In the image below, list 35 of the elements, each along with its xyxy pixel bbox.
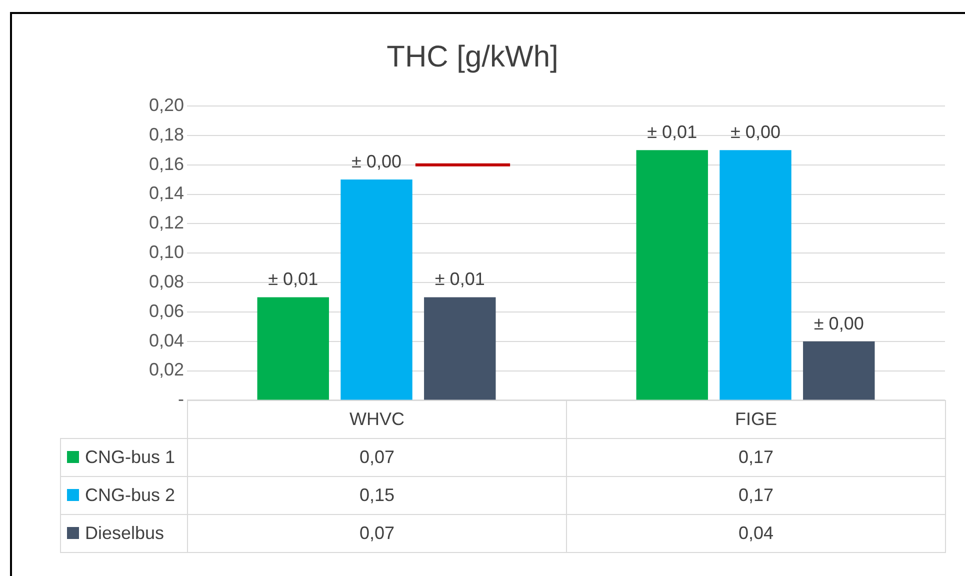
legend-label: Dieselbus <box>85 523 164 544</box>
data-label: 0,17 <box>566 476 946 515</box>
data-label: 0,07 <box>188 438 566 477</box>
annotation: ± 0,00 <box>730 122 780 142</box>
y-tick-label: - <box>178 389 184 410</box>
legend-label: CNG-bus 1 <box>85 447 176 468</box>
annotation: ± 0,00 <box>814 313 864 334</box>
annotation: ± 0,00 <box>352 152 402 172</box>
data-label: 0,15 <box>188 476 566 515</box>
x-tick-label: FIGE <box>566 400 946 439</box>
y-tick-label: 0,08 <box>148 271 184 292</box>
legend-label: CNG-bus 2 <box>85 485 176 506</box>
data-label: 0,17 <box>566 438 946 477</box>
bar <box>340 180 412 400</box>
bar <box>424 297 496 400</box>
y-tick-label: 0,10 <box>148 242 184 262</box>
y-tick-label: 0,14 <box>148 183 184 204</box>
x-tick-label: WHVC <box>188 400 566 439</box>
bar <box>636 150 708 400</box>
bar <box>720 150 792 400</box>
annotation: ± 0,01 <box>647 122 698 142</box>
y-tick-label: 0,18 <box>148 124 184 144</box>
bar <box>803 341 875 400</box>
y-tick-label: 0,04 <box>148 330 184 350</box>
data-label: 0,04 <box>566 514 946 553</box>
y-tick-label: 0,02 <box>148 360 184 380</box>
annotation: ± 0,01 <box>268 269 318 290</box>
y-tick-label: 0,20 <box>148 94 184 115</box>
annotation: ± 0,01 <box>434 269 485 290</box>
y-tick-label: 0,12 <box>148 212 184 233</box>
y-tick-label: 0,16 <box>148 154 184 174</box>
chart-title: THC [g/kWh] <box>386 40 558 74</box>
bar <box>257 297 329 400</box>
y-tick-label: 0,06 <box>148 300 184 321</box>
data-label: 0,07 <box>188 514 566 553</box>
